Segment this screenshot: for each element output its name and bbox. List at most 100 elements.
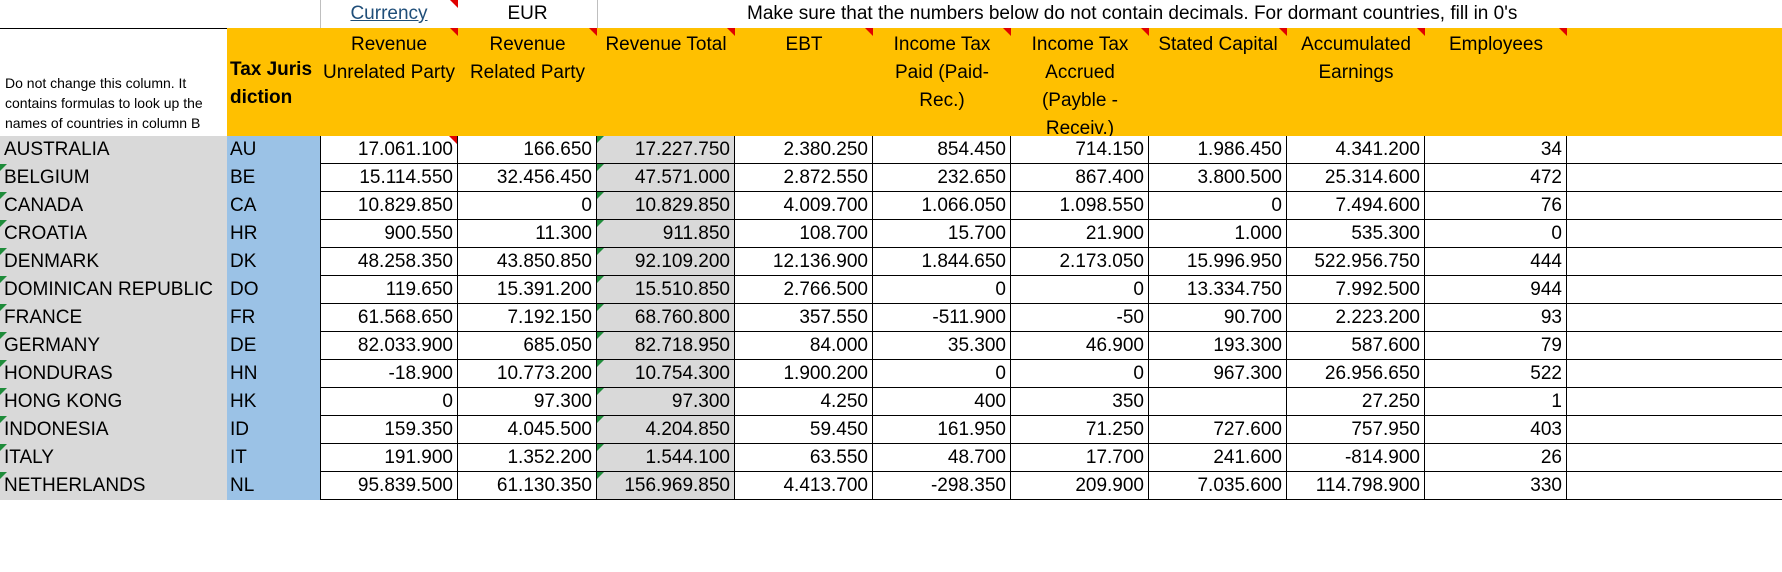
tax-jurisdiction-cell[interactable]: CA [227, 192, 320, 220]
column-header[interactable]: EBT [735, 28, 873, 136]
data-cell[interactable]: 330 [1425, 472, 1567, 500]
data-cell[interactable]: 0 [873, 276, 1011, 304]
revenue-total-cell[interactable]: 10.829.850 [597, 192, 735, 220]
revenue-total-cell[interactable]: 97.300 [597, 388, 735, 416]
data-cell[interactable]: 232.650 [873, 164, 1011, 192]
column-header[interactable]: Income Tax Accrued (Payble - Receiv.) [1011, 28, 1149, 136]
tax-jurisdiction-cell[interactable]: IT [227, 444, 320, 472]
data-cell[interactable]: 90.700 [1149, 304, 1287, 332]
data-cell[interactable]: 2.380.250 [735, 136, 873, 164]
column-header[interactable]: Employees [1425, 28, 1567, 136]
column-header[interactable]: Revenue Total [597, 28, 735, 136]
data-cell[interactable]: 43.850.850 [458, 248, 597, 276]
data-cell[interactable]: 209.900 [1011, 472, 1149, 500]
data-cell[interactable]: 4.009.700 [735, 192, 873, 220]
tax-jurisdiction-cell[interactable]: DK [227, 248, 320, 276]
data-cell[interactable]: 35.300 [873, 332, 1011, 360]
data-cell[interactable]: 4.250 [735, 388, 873, 416]
top-blank-cell[interactable] [0, 0, 227, 28]
data-cell[interactable]: 900.550 [320, 220, 458, 248]
data-cell[interactable]: 241.600 [1149, 444, 1287, 472]
data-cell[interactable]: 867.400 [1011, 164, 1149, 192]
data-cell[interactable]: 1.844.650 [873, 248, 1011, 276]
country-name-cell[interactable]: HONG KONG [0, 388, 227, 416]
data-cell[interactable]: 108.700 [735, 220, 873, 248]
data-cell[interactable]: 61.130.350 [458, 472, 597, 500]
data-cell[interactable]: 166.650 [458, 136, 597, 164]
data-cell[interactable]: 4.413.700 [735, 472, 873, 500]
country-name-cell[interactable]: ITALY [0, 444, 227, 472]
tax-jurisdiction-cell[interactable]: AU [227, 136, 320, 164]
tax-jurisdiction-cell[interactable]: BE [227, 164, 320, 192]
data-cell[interactable]: 114.798.900 [1287, 472, 1425, 500]
note-cell[interactable]: Do not change this column. It contains f… [0, 28, 227, 136]
data-cell[interactable]: 1.000 [1149, 220, 1287, 248]
data-cell[interactable]: -298.350 [873, 472, 1011, 500]
data-cell[interactable]: 34 [1425, 136, 1567, 164]
data-cell[interactable]: 13.334.750 [1149, 276, 1287, 304]
currency-value-cell[interactable]: EUR [458, 0, 597, 28]
data-cell[interactable]: 21.900 [1011, 220, 1149, 248]
data-cell[interactable]: -18.900 [320, 360, 458, 388]
data-cell[interactable]: 159.350 [320, 416, 458, 444]
data-cell[interactable]: 61.568.650 [320, 304, 458, 332]
country-name-cell[interactable]: CROATIA [0, 220, 227, 248]
data-cell[interactable]: 1.352.200 [458, 444, 597, 472]
data-cell[interactable]: 1 [1425, 388, 1567, 416]
data-cell[interactable]: 854.450 [873, 136, 1011, 164]
country-name-cell[interactable]: AUSTRALIA [0, 136, 227, 164]
data-cell[interactable]: 26.956.650 [1287, 360, 1425, 388]
column-header[interactable]: Accumulated Earnings [1287, 28, 1425, 136]
data-cell[interactable]: 32.456.450 [458, 164, 597, 192]
data-cell[interactable]: 27.250 [1287, 388, 1425, 416]
data-cell[interactable]: 63.550 [735, 444, 873, 472]
data-cell[interactable]: 400 [873, 388, 1011, 416]
data-cell[interactable]: 46.900 [1011, 332, 1149, 360]
revenue-total-cell[interactable]: 92.109.200 [597, 248, 735, 276]
country-name-cell[interactable]: INDONESIA [0, 416, 227, 444]
data-cell[interactable]: 59.450 [735, 416, 873, 444]
data-cell[interactable]: 727.600 [1149, 416, 1287, 444]
data-cell[interactable]: 71.250 [1011, 416, 1149, 444]
data-cell[interactable]: 7.992.500 [1287, 276, 1425, 304]
column-header[interactable]: Revenue Unrelated Party [320, 28, 458, 136]
data-cell[interactable]: 17.061.100 [320, 136, 458, 164]
data-cell[interactable]: 1.066.050 [873, 192, 1011, 220]
currency-label-cell[interactable]: Currency [320, 0, 458, 28]
data-cell[interactable]: 4.341.200 [1287, 136, 1425, 164]
data-cell[interactable]: 522 [1425, 360, 1567, 388]
country-name-cell[interactable]: DOMINICAN REPUBLIC [0, 276, 227, 304]
data-cell[interactable]: 2.223.200 [1287, 304, 1425, 332]
revenue-total-cell[interactable]: 10.754.300 [597, 360, 735, 388]
data-cell[interactable]: 3.800.500 [1149, 164, 1287, 192]
tax-jurisdiction-cell[interactable]: DE [227, 332, 320, 360]
data-cell[interactable]: 1.900.200 [735, 360, 873, 388]
data-cell[interactable]: 15.996.950 [1149, 248, 1287, 276]
data-cell[interactable]: 11.300 [458, 220, 597, 248]
data-cell[interactable]: 25.314.600 [1287, 164, 1425, 192]
data-cell[interactable]: -50 [1011, 304, 1149, 332]
country-name-cell[interactable]: HONDURAS [0, 360, 227, 388]
instruction-cell[interactable]: Make sure that the numbers below do not … [597, 0, 1782, 28]
revenue-total-cell[interactable]: 47.571.000 [597, 164, 735, 192]
data-cell[interactable]: 472 [1425, 164, 1567, 192]
tax-jurisdiction-cell[interactable]: FR [227, 304, 320, 332]
data-cell[interactable]: 444 [1425, 248, 1567, 276]
data-cell[interactable]: 17.700 [1011, 444, 1149, 472]
data-cell[interactable]: 1.986.450 [1149, 136, 1287, 164]
data-cell[interactable]: 48.258.350 [320, 248, 458, 276]
data-cell[interactable]: 84.000 [735, 332, 873, 360]
data-cell[interactable]: 535.300 [1287, 220, 1425, 248]
data-cell[interactable]: 10.773.200 [458, 360, 597, 388]
data-cell[interactable]: 10.829.850 [320, 192, 458, 220]
data-cell[interactable]: -511.900 [873, 304, 1011, 332]
country-name-cell[interactable]: CANADA [0, 192, 227, 220]
data-cell[interactable]: 2.173.050 [1011, 248, 1149, 276]
data-cell[interactable]: 4.045.500 [458, 416, 597, 444]
data-cell[interactable]: 0 [1149, 192, 1287, 220]
tax-jurisdiction-cell[interactable]: NL [227, 472, 320, 500]
revenue-total-cell[interactable]: 68.760.800 [597, 304, 735, 332]
tax-jurisdiction-cell[interactable]: HR [227, 220, 320, 248]
data-cell[interactable]: 0 [873, 360, 1011, 388]
data-cell[interactable]: 350 [1011, 388, 1149, 416]
